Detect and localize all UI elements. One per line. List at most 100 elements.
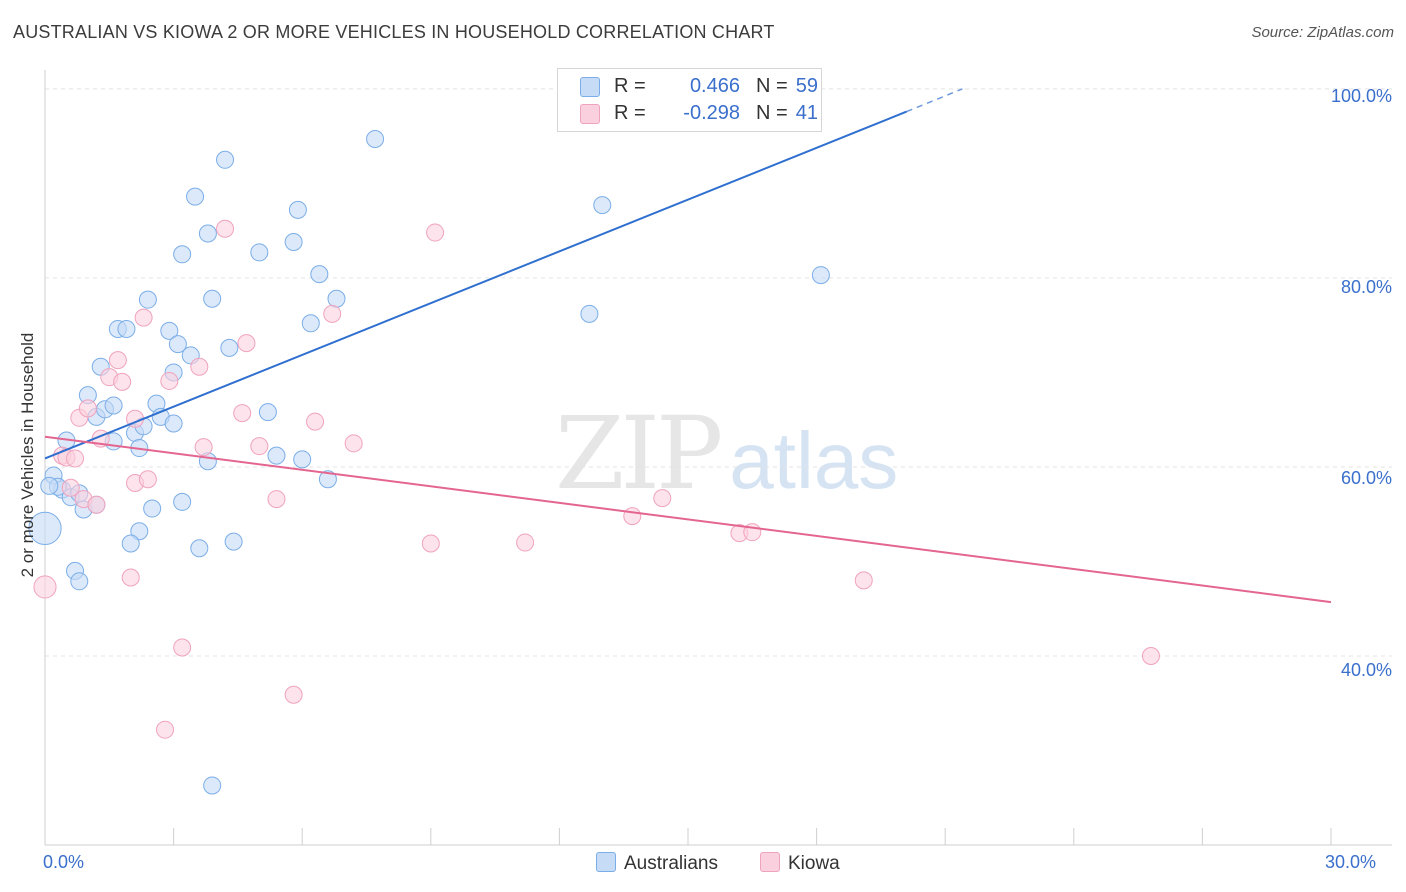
australians-point — [173, 245, 192, 264]
kiowa-point — [194, 438, 213, 457]
kiowa-point — [421, 534, 440, 553]
legend-label: Kiowa — [788, 853, 840, 874]
australians-point — [117, 319, 136, 338]
kiowa-point — [344, 434, 363, 453]
australians-point — [811, 266, 830, 285]
kiowa-point — [134, 308, 153, 327]
n-label: N = — [756, 102, 788, 124]
kiowa-point — [66, 449, 85, 468]
australians-point — [318, 470, 337, 489]
kiowa-point — [216, 219, 235, 238]
australians-point — [70, 572, 89, 591]
stats-box: R = 0.466 N = 59 R = -0.298 N = 41 — [557, 68, 822, 132]
kiowa-point — [108, 351, 127, 370]
y-tick-label: 80.0% — [1340, 277, 1392, 297]
source-label: Source: ZipAtlas.com — [1251, 24, 1394, 41]
kiowa-point — [1141, 646, 1160, 665]
n-value: 59 — [795, 75, 818, 97]
australians-point — [366, 129, 385, 148]
legend-item-australians[interactable]: Australians — [596, 852, 718, 876]
x-tick-label-min: 0.0% — [43, 852, 85, 872]
kiowa-point — [623, 507, 642, 526]
australians-point — [186, 187, 205, 206]
australians-point — [250, 243, 269, 262]
australians-point — [301, 314, 320, 333]
watermark: ZIP atlas — [555, 395, 898, 512]
kiowa-point — [78, 399, 97, 418]
kiowa-point — [121, 568, 140, 587]
kiowa-point — [284, 685, 303, 704]
n-label: N = — [756, 75, 788, 97]
kiowa-point — [87, 495, 106, 514]
x-tick-label-max: 30.0% — [1325, 852, 1377, 872]
r-label: R = — [614, 102, 646, 124]
australians-point — [164, 414, 183, 433]
r-value: -0.298 — [683, 102, 740, 124]
kiowa-trend-line — [44, 435, 1332, 604]
kiowa-point — [160, 371, 179, 390]
australians-point — [143, 499, 162, 518]
australians-point — [190, 539, 209, 558]
australians-point — [138, 290, 157, 309]
australians-point — [580, 304, 599, 323]
australians-point — [327, 289, 346, 308]
australians-point — [203, 776, 222, 795]
australians-point — [288, 200, 307, 219]
kiowa-point — [113, 372, 132, 391]
australians-point — [173, 492, 192, 511]
r-label: R = — [614, 75, 646, 97]
kiowa-point — [854, 571, 873, 590]
y-tick-label: 60.0% — [1340, 468, 1392, 488]
r-value: 0.466 — [689, 75, 740, 97]
watermark-atlas: atlas — [729, 416, 899, 505]
australians-point — [40, 476, 59, 495]
kiowa-point — [156, 720, 175, 739]
australians-point — [216, 150, 235, 169]
australians-point — [293, 450, 312, 469]
kiowa-point — [190, 357, 209, 376]
kiowa-point — [306, 412, 325, 431]
y-tick-label: 40.0% — [1340, 660, 1392, 680]
kiowa-point — [267, 490, 286, 509]
australians-point — [104, 396, 123, 415]
australians-point — [310, 265, 329, 284]
kiowa-legend-swatch — [760, 852, 780, 872]
australians-point — [198, 224, 217, 243]
australians-legend-swatch — [596, 852, 616, 872]
watermark-zip: ZIP — [555, 395, 723, 512]
australians-point — [258, 403, 277, 422]
kiowa-swatch — [580, 104, 600, 124]
y-tick-label: 100.0% — [1330, 86, 1392, 106]
australians-point — [28, 511, 62, 546]
legend-item-kiowa[interactable]: Kiowa — [760, 852, 840, 876]
australians-point — [224, 532, 243, 551]
australians-point — [160, 321, 179, 340]
australians-point — [203, 289, 222, 308]
australians-trend-extension — [906, 88, 963, 113]
n-value: 41 — [795, 102, 818, 124]
kiowa-point — [653, 489, 672, 508]
kiowa-point — [138, 470, 157, 489]
australians-point — [267, 446, 286, 465]
kiowa-point — [250, 437, 269, 456]
australians-point — [284, 233, 303, 252]
australians-point — [220, 338, 239, 357]
y-axis-label: 2 or more Vehicles in Household — [18, 332, 37, 578]
legend-label: Australians — [624, 853, 718, 874]
australians-trend-line — [44, 110, 907, 460]
kiowa-point — [237, 334, 256, 353]
australians-point — [130, 522, 149, 541]
australians-point — [168, 335, 187, 354]
kiowa-point — [61, 478, 80, 497]
kiowa-point — [233, 404, 252, 423]
chart-title: AUSTRALIAN VS KIOWA 2 OR MORE VEHICLES I… — [13, 22, 775, 42]
kiowa-point — [426, 223, 445, 242]
australians-point — [121, 534, 140, 553]
kiowa-point — [173, 638, 192, 657]
australians-swatch — [580, 77, 600, 97]
kiowa-point — [33, 575, 57, 599]
kiowa-point — [323, 304, 342, 323]
kiowa-point — [516, 533, 535, 552]
australians-point — [593, 196, 612, 215]
